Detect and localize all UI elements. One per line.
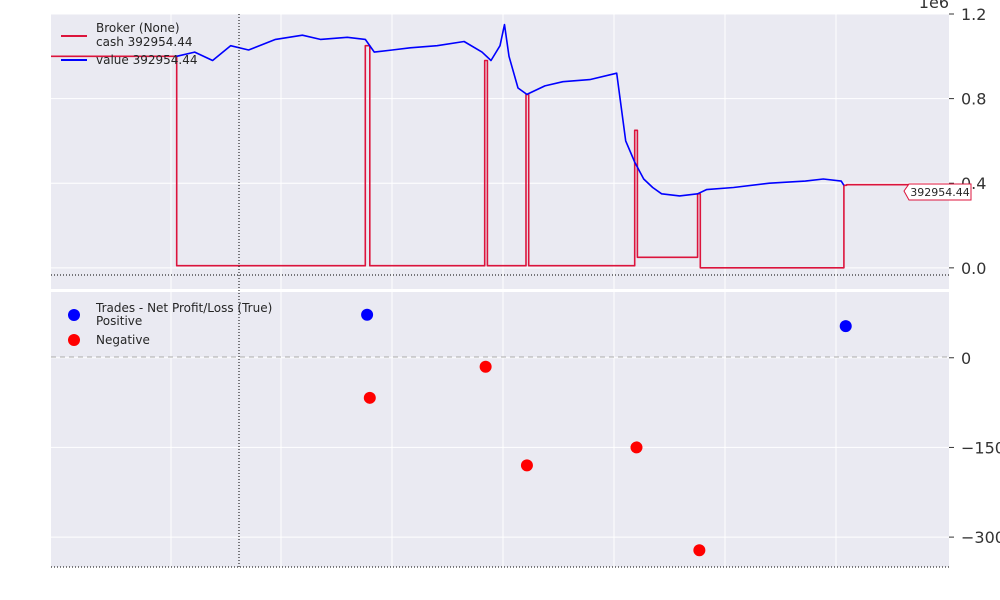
negative-trade-point <box>363 391 376 404</box>
bottom-ytick-label: −150 <box>961 438 1000 457</box>
bottom-legend-title: Trades - Net Profit/Loss (True) <box>95 301 272 315</box>
last-value-label: 392954.44 <box>910 186 970 199</box>
positive-trade-point <box>361 308 374 321</box>
top-ytick-label: 0.8 <box>961 90 986 109</box>
positive-trade-point <box>839 320 852 333</box>
top-legend-value-label: value 392954.44 <box>96 53 197 67</box>
negative-trade-point <box>479 360 492 373</box>
bottom-legend-positive-label: Positive <box>96 314 142 328</box>
bottom-yticks: 0 −150 −300 <box>949 349 1000 547</box>
top-series <box>51 23 949 269</box>
top-legend-cash-label: cash 392954.44 <box>96 35 193 49</box>
value-line <box>176 23 845 197</box>
top-ytick-label: 1.2 <box>961 5 986 24</box>
bottom-legend-negative-swatch <box>68 334 80 346</box>
axis-multiplier: 1e6 <box>919 0 949 12</box>
top-yticks: 0.00.40.81.2 <box>949 5 986 278</box>
negative-trade-point <box>520 459 533 472</box>
bottom-grid <box>51 292 949 567</box>
bottom-legend: Trades - Net Profit/Loss (True) Positive… <box>68 301 272 347</box>
negative-trade-point <box>630 441 643 454</box>
bottom-ytick-label: 0 <box>961 349 971 368</box>
top-ytick-label: 0.0 <box>961 259 986 278</box>
last-value-box <box>903 183 972 201</box>
last-value-marker: 392954.44 <box>903 183 972 201</box>
top-legend: Broker (None) cash 392954.44 value 39295… <box>61 21 197 67</box>
bottom-legend-negative-label: Negative <box>96 333 150 347</box>
top-legend-title: Broker (None) <box>96 21 180 35</box>
top-plot-area <box>51 14 949 289</box>
negative-trade-point <box>693 544 706 557</box>
bottom-ytick-label: −300 <box>961 528 1000 547</box>
bottom-legend-positive-swatch <box>68 309 80 321</box>
bottom-points <box>361 308 852 557</box>
top-grid <box>51 13 949 289</box>
bottom-plot-area <box>51 292 949 567</box>
